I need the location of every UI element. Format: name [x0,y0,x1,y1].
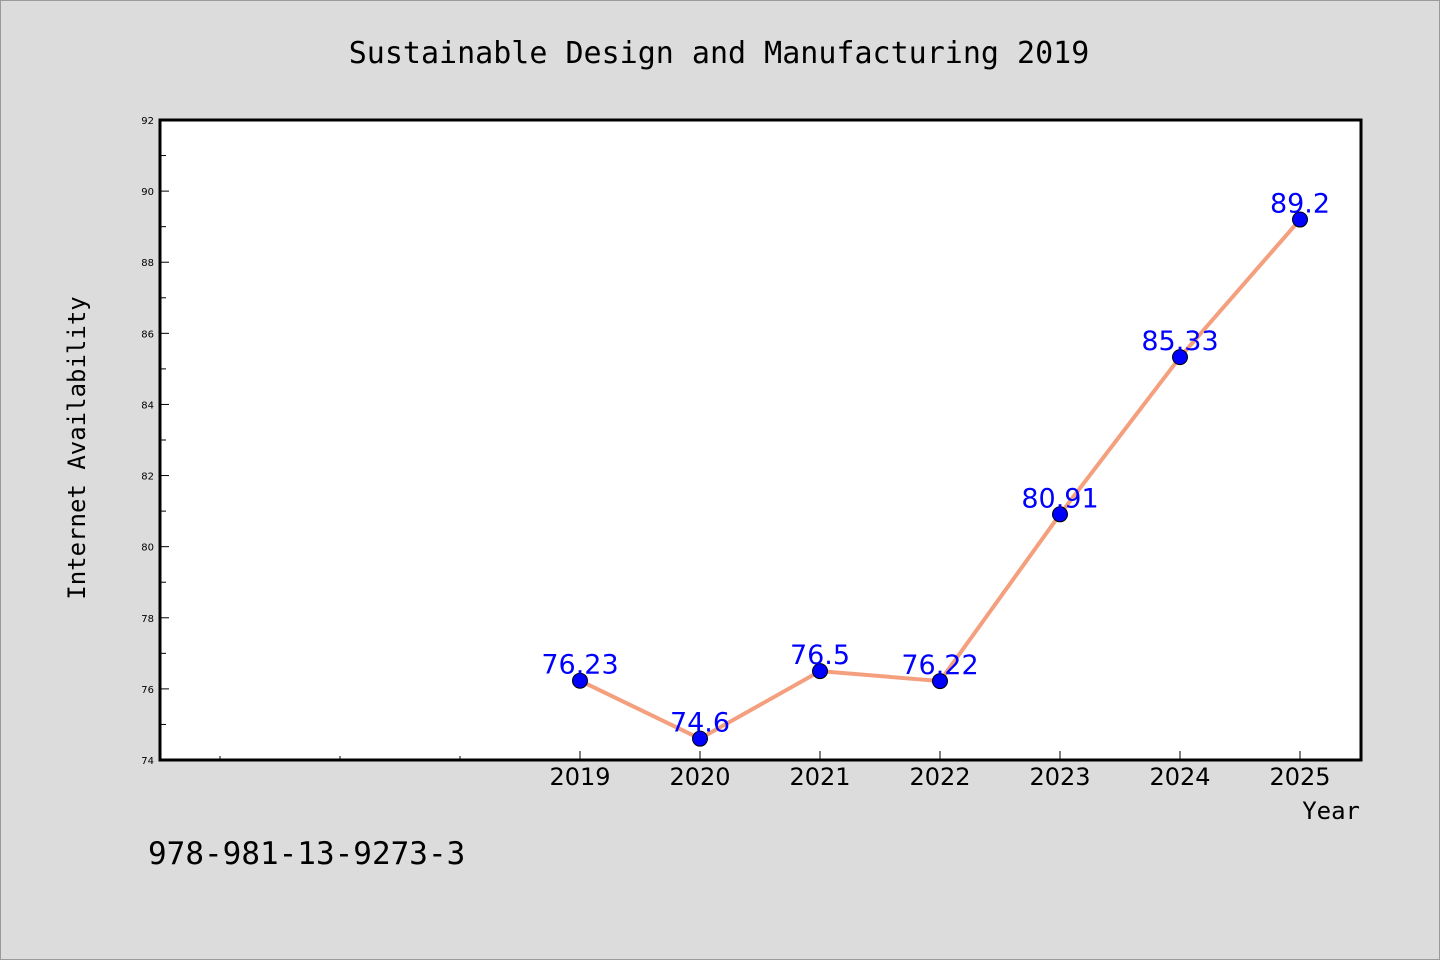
x-tick-label: 2022 [909,763,970,791]
data-point [1052,506,1068,523]
data-label: 76.23 [541,650,618,681]
data-label: 80.91 [1021,483,1098,514]
data-point [932,673,948,690]
data-label: 74.6 [670,708,730,739]
y-tick-label: 74 [141,756,154,767]
y-axis-title: Internet Availability [63,296,91,599]
y-tick-label: 90 [141,187,154,198]
data-point [692,730,708,747]
x-tick-label: 2019 [549,763,610,791]
y-tick-label: 82 [141,472,154,483]
x-tick-label: 2025 [1269,763,1330,791]
series-group: 76.23 74.6 76.5 76.22 80.91 85.33 89.2 [541,189,1330,747]
x-tick-label: 2020 [669,763,730,791]
data-point [1292,211,1308,228]
data-label: 85.33 [1141,326,1218,357]
y-tick-label: 76 [141,685,154,696]
y-tick-label: 84 [141,400,154,411]
chart-title: Sustainable Design and Manufacturing 201… [349,36,1090,71]
data-label: 89.2 [1270,189,1330,220]
axis-ticks: 74 76 78 80 82 84 86 88 90 92 2019 2020 2021 2022 2023… [141,116,1330,791]
x-axis-title: Year [1302,797,1360,825]
y-tick-label: 92 [141,116,154,127]
plot-area [160,120,1361,760]
data-label: 76.22 [901,650,978,681]
y-tick-label: 80 [141,543,154,554]
data-point [572,672,588,689]
x-tick-label: 2024 [1149,763,1210,791]
x-tick-label: 2021 [789,763,850,791]
data-point [1172,349,1188,366]
y-tick-label: 86 [141,329,154,340]
y-tick-label: 78 [141,614,154,625]
y-tick-label: 88 [141,258,154,269]
data-point [812,663,828,680]
plot-border [158,118,1363,762]
data-label: 76.5 [790,640,850,671]
footnote: 978-981-13-9273-3 [148,836,465,872]
x-tick-label: 2023 [1029,763,1090,791]
